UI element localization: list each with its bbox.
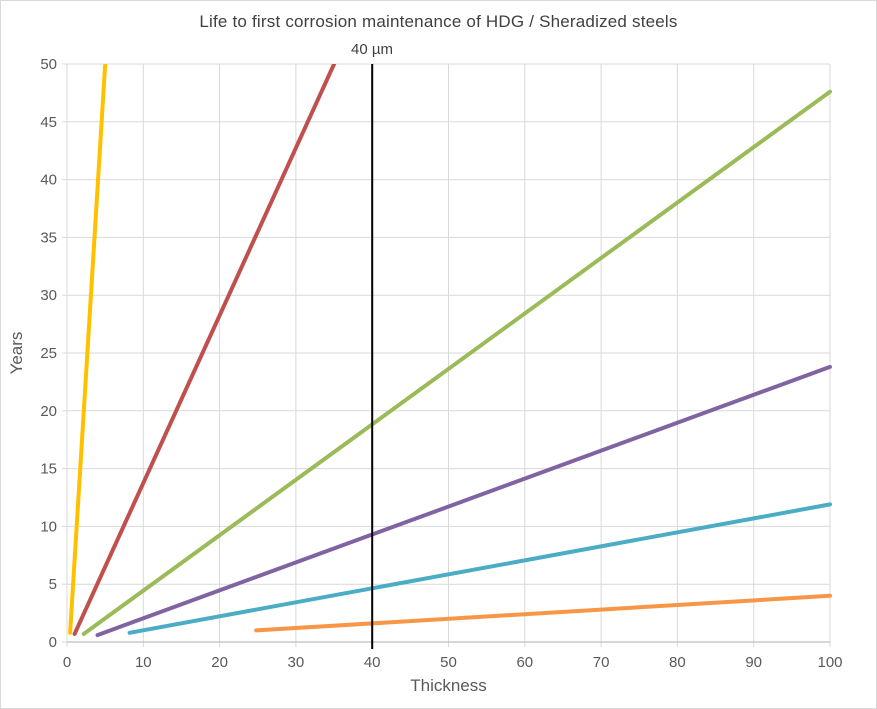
x-tick-label: 90: [745, 654, 762, 671]
x-tick-label: 50: [440, 654, 457, 671]
x-tick-label: 40: [364, 654, 381, 671]
y-tick-label: 15: [40, 461, 57, 478]
y-tick-label: 25: [40, 345, 57, 362]
y-tick-label: 30: [40, 287, 57, 304]
y-tick-label: 40: [40, 172, 57, 189]
series-line-green[interactable]: [81, 89, 832, 636]
y-tick-label: 20: [40, 403, 57, 420]
gridlines: [66, 63, 831, 643]
series-line-red[interactable]: [72, 64, 337, 636]
y-tick-label: 50: [40, 56, 57, 73]
y-tick-label: 10: [40, 518, 57, 535]
series-line-blue[interactable]: [127, 502, 832, 635]
x-tick-label: 60: [516, 654, 533, 671]
reference-line-annotation: 40 µm: [351, 41, 393, 58]
x-tick-label: 100: [817, 654, 842, 671]
axis-ticks: [62, 63, 831, 647]
x-axis-title: Thickness: [410, 676, 487, 695]
x-tick-label: 20: [211, 654, 228, 671]
series-line-orange-flattest[interactable]: [254, 593, 832, 633]
y-tick-label: 0: [49, 634, 57, 651]
x-tick-label: 30: [288, 654, 305, 671]
tick-labels: 0 10 20 30 40 50 60 70 80 90 100 0 5 10 15 20 25 30 35 40 45…: [40, 56, 842, 671]
y-axis-title: Years: [7, 331, 26, 375]
x-tick-label: 0: [63, 654, 71, 671]
x-tick-label: 10: [135, 654, 152, 671]
chart-title: Life to first corrosion maintenance of H…: [199, 12, 678, 31]
y-tick-label: 35: [40, 229, 57, 246]
y-tick-label: 5: [49, 576, 57, 593]
y-tick-label: 45: [40, 114, 57, 131]
series-line-purple[interactable]: [95, 364, 832, 638]
x-tick-label: 70: [593, 654, 610, 671]
x-tick-label: 80: [669, 654, 686, 671]
series-line-yellow-steepest[interactable]: [68, 64, 108, 635]
